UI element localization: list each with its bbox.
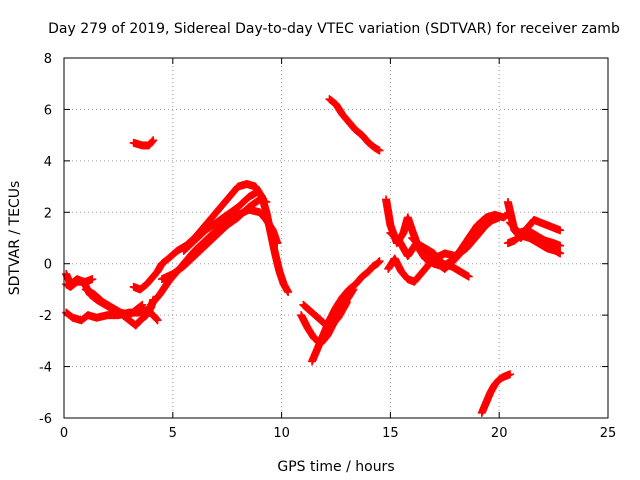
x-tick-label: 25 bbox=[600, 426, 617, 441]
data-point bbox=[472, 232, 481, 241]
data-point bbox=[273, 239, 282, 248]
series-track-i bbox=[179, 187, 262, 255]
chart-title: Day 279 of 2019, Sidereal Day-to-day VTE… bbox=[48, 21, 620, 37]
data-point bbox=[88, 275, 97, 284]
series-track-r bbox=[477, 370, 515, 417]
data-point bbox=[148, 137, 157, 146]
data-point bbox=[464, 272, 473, 281]
series-track-l bbox=[299, 298, 351, 333]
data-point bbox=[375, 146, 384, 155]
series-track-f bbox=[129, 180, 293, 297]
data-point bbox=[284, 287, 293, 297]
y-tick-label: 2 bbox=[44, 206, 52, 221]
y-tick-label: -4 bbox=[39, 361, 52, 376]
x-tick-label: 5 bbox=[169, 426, 177, 441]
y-tick-label: 8 bbox=[44, 52, 52, 67]
y-tick-label: 6 bbox=[44, 103, 52, 118]
series-track-u bbox=[506, 218, 565, 250]
data-point bbox=[556, 226, 565, 235]
data-point bbox=[138, 300, 147, 309]
data-point bbox=[149, 136, 158, 145]
series-track-h bbox=[157, 195, 271, 284]
series-track-d bbox=[81, 285, 147, 320]
data-point bbox=[495, 213, 504, 222]
x-tick-label: 10 bbox=[273, 426, 290, 441]
x-tick-label: 15 bbox=[382, 426, 399, 441]
data-point bbox=[349, 285, 358, 294]
x-axis-label: GPS time / hours bbox=[277, 459, 394, 475]
axis-ticks: 0 5 10 15 20 25 -6 -4 -2 0 2 4 6 8 bbox=[39, 52, 616, 441]
data-point bbox=[506, 370, 515, 379]
data-point bbox=[152, 315, 161, 324]
data-point bbox=[342, 298, 351, 307]
series-track-n bbox=[382, 195, 515, 271]
y-tick-label: -6 bbox=[39, 412, 52, 427]
y-tick-label: 4 bbox=[44, 155, 52, 170]
y-axis-label: SDTVAR / TECUs bbox=[7, 181, 23, 296]
x-tick-label: 20 bbox=[491, 426, 508, 441]
data-point bbox=[375, 257, 384, 266]
series-track-e bbox=[129, 136, 158, 150]
series-track-q bbox=[408, 231, 482, 273]
data-point bbox=[137, 301, 146, 310]
y-tick-label: -2 bbox=[39, 309, 52, 324]
data-point bbox=[473, 231, 482, 240]
series-track-m bbox=[325, 95, 384, 155]
y-tick-label: 0 bbox=[44, 258, 52, 273]
data-point bbox=[262, 198, 271, 206]
series-track-c bbox=[62, 275, 97, 291]
data-point bbox=[253, 187, 262, 196]
plot-frame bbox=[63, 57, 609, 419]
data-point bbox=[556, 241, 565, 250]
series-track-t bbox=[503, 231, 565, 258]
x-tick-label: 0 bbox=[60, 426, 68, 441]
data-points bbox=[62, 95, 565, 417]
data-point bbox=[153, 316, 162, 325]
series-track-b bbox=[62, 305, 162, 325]
data-point bbox=[556, 249, 565, 258]
